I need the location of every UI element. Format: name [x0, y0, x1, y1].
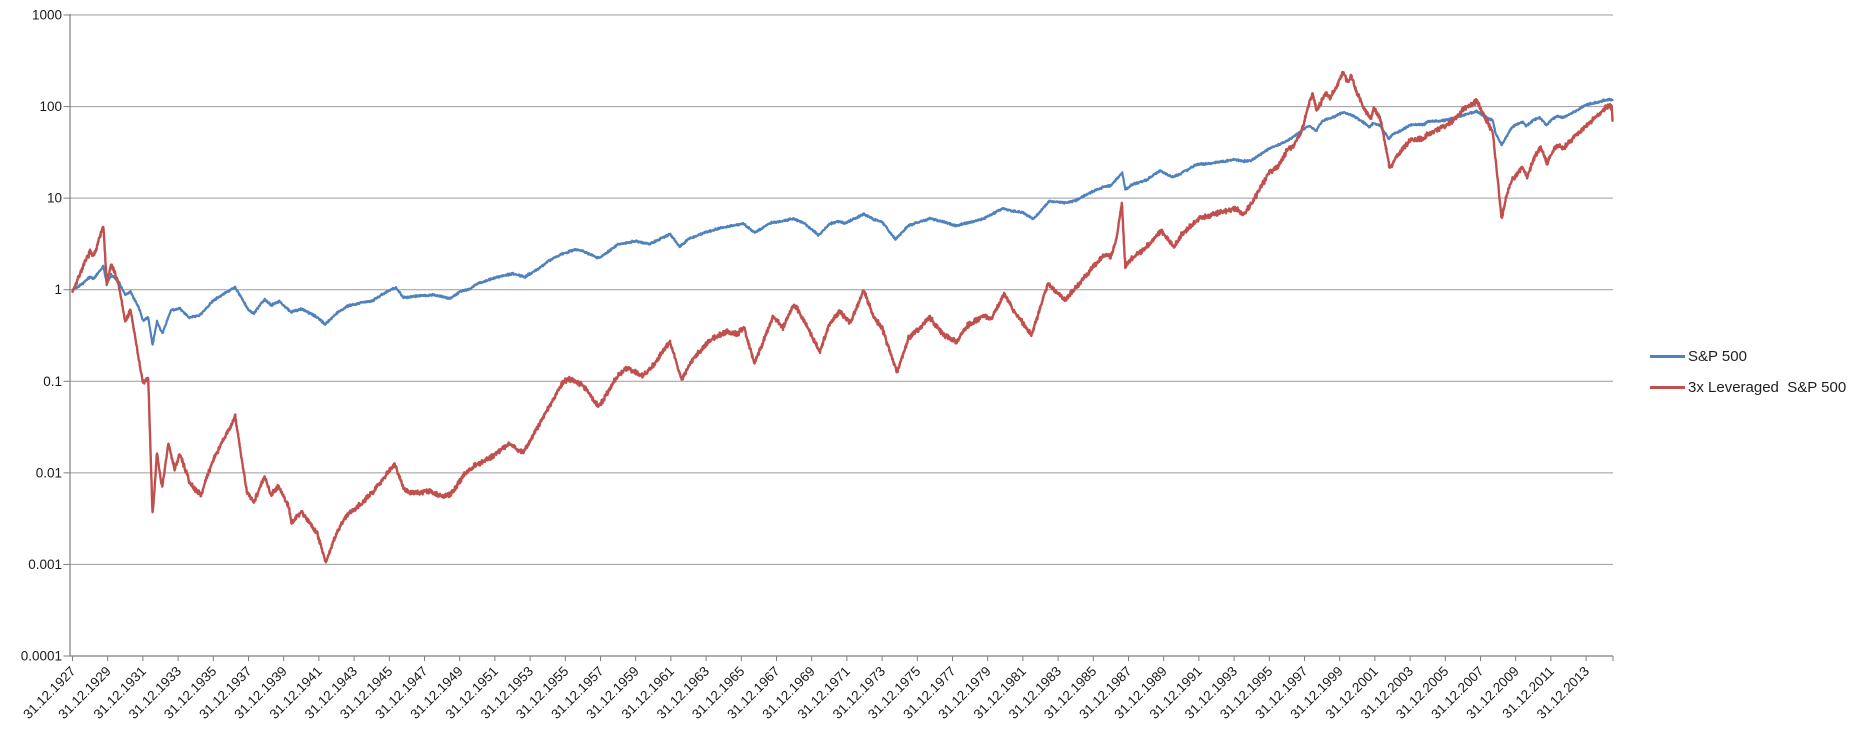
sp500-legend-label: S&P 500 [1688, 348, 1747, 365]
leveraged-sp500-legend-label: 3x Leveraged S&P 500 [1688, 379, 1847, 396]
legend: S&P 500 3x Leveraged S&P 500 [1650, 346, 1846, 408]
legend-item-leveraged-sp500[interactable]: 3x Leveraged S&P 500 [1650, 377, 1846, 398]
sp500-line [71, 97, 1614, 346]
legend-item-sp500[interactable]: S&P 500 [1650, 346, 1846, 367]
leveraged-sp500-line-swatch [1650, 386, 1685, 389]
gridlines [70, 14, 1613, 565]
y-axis-labels: 1000 100 10 1 0.1 0.01 0.001 0.0001 [21, 8, 62, 664]
y-tick-label: 0.1 [43, 374, 62, 389]
y-tick-label: 1 [54, 282, 62, 297]
axes [63, 14, 1614, 661]
y-tick-label: 0.0001 [21, 649, 62, 664]
y-tick-label: 100 [39, 99, 62, 114]
y-tick-label: 0.001 [28, 557, 62, 572]
y-tick-label: 10 [47, 191, 62, 206]
sp500-line-swatch [1650, 355, 1685, 358]
y-tick-label: 1000 [32, 8, 62, 23]
series-lines [71, 70, 1614, 564]
x-axis-labels: 31.12.192731.12.192931.12.193131.12.1933… [20, 664, 1592, 722]
y-tick-label: 0.01 [36, 465, 62, 480]
leveraged-sp500-line [71, 70, 1614, 564]
